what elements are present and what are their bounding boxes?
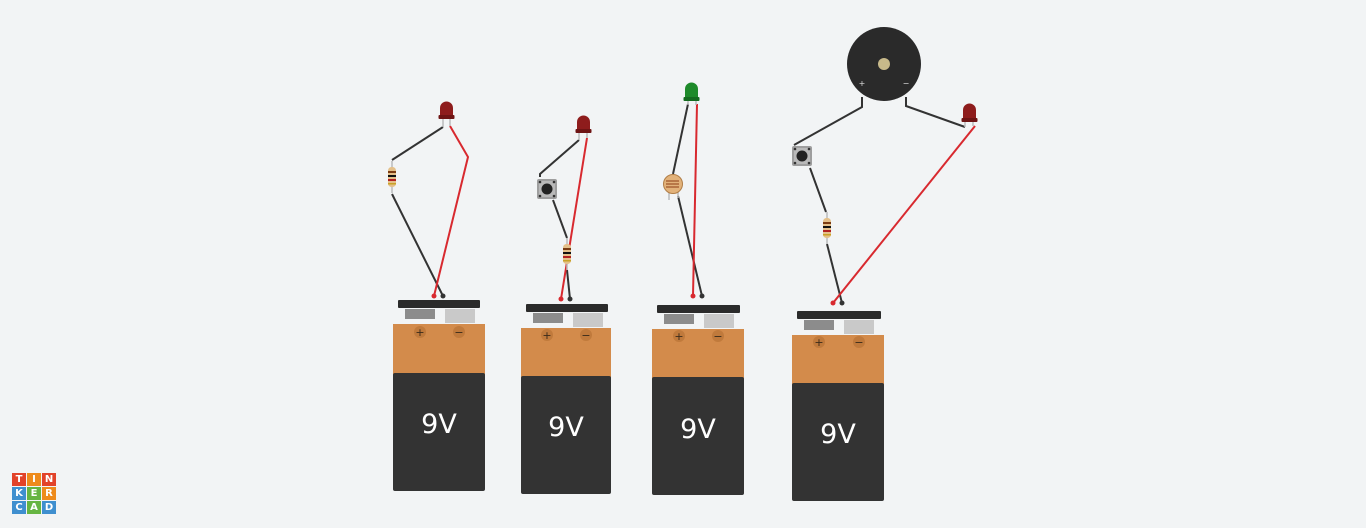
wire-black[interactable] xyxy=(793,97,863,146)
wire-red[interactable] xyxy=(560,137,588,300)
buzzer-plus-label: + xyxy=(859,79,866,88)
logo-letter: T xyxy=(12,473,26,486)
photoresistor[interactable] xyxy=(663,174,683,201)
tinkercad-logo[interactable]: T I N K E R C A D xyxy=(12,473,56,515)
wire-red[interactable] xyxy=(832,125,976,304)
battery-minus-label: − xyxy=(713,330,722,343)
resistor[interactable] xyxy=(822,211,832,245)
circuit-buzzer-button-resistor-led: + − 9V + − xyxy=(792,27,978,501)
battery-voltage-label: 9V xyxy=(820,419,856,450)
circuit-led-resistor: + − 9V xyxy=(387,101,485,491)
logo-letter: I xyxy=(27,473,41,486)
battery-minus-label: − xyxy=(854,336,863,349)
wire-black[interactable] xyxy=(391,193,444,297)
buzzer-minus-label: − xyxy=(903,79,910,88)
wire-red[interactable] xyxy=(692,103,698,297)
battery-minus-label: − xyxy=(581,329,590,342)
wire-red[interactable] xyxy=(433,125,470,297)
battery-1[interactable]: + − 9V xyxy=(393,300,485,491)
logo-letter: R xyxy=(42,487,56,500)
pushbutton[interactable] xyxy=(792,146,812,166)
battery-4[interactable]: + − 9V xyxy=(792,311,884,501)
led-red[interactable] xyxy=(575,115,592,140)
logo-letter: K xyxy=(12,487,26,500)
logo-letter: D xyxy=(42,501,56,514)
battery-voltage-label: 9V xyxy=(548,412,584,443)
circuit-led-photoresistor: + − 9V xyxy=(652,82,744,495)
wire-black[interactable] xyxy=(566,269,571,300)
circuit-led-button-resistor: + − 9V xyxy=(521,115,611,494)
pushbutton[interactable] xyxy=(537,179,557,199)
logo-letter: A xyxy=(27,501,41,514)
battery-2[interactable]: + − 9V xyxy=(521,304,611,494)
battery-voltage-label: 9V xyxy=(680,414,716,445)
wire-black[interactable] xyxy=(552,199,568,239)
battery-plus-label: + xyxy=(415,326,424,339)
wire-black[interactable] xyxy=(539,139,580,177)
battery-3[interactable]: + − 9V xyxy=(652,305,744,495)
battery-plus-label: + xyxy=(814,336,823,349)
resistor[interactable] xyxy=(387,160,397,194)
wire-black[interactable] xyxy=(826,243,843,304)
wire-black[interactable] xyxy=(391,126,444,161)
battery-voltage-label: 9V xyxy=(421,409,457,440)
battery-plus-label: + xyxy=(674,330,683,343)
led-red[interactable] xyxy=(961,103,978,128)
wire-black[interactable] xyxy=(672,103,689,175)
battery-plus-label: + xyxy=(542,329,551,342)
logo-letter: C xyxy=(12,501,26,514)
logo-letter: E xyxy=(27,487,41,500)
led-red[interactable] xyxy=(438,101,455,128)
logo-letter: N xyxy=(42,473,56,486)
led-green[interactable] xyxy=(683,82,700,105)
wire-black[interactable] xyxy=(809,167,827,213)
battery-minus-label: − xyxy=(454,326,463,339)
wire-black[interactable] xyxy=(677,195,703,297)
piezo-buzzer[interactable]: + − xyxy=(847,27,921,101)
wire-black[interactable] xyxy=(905,97,966,128)
